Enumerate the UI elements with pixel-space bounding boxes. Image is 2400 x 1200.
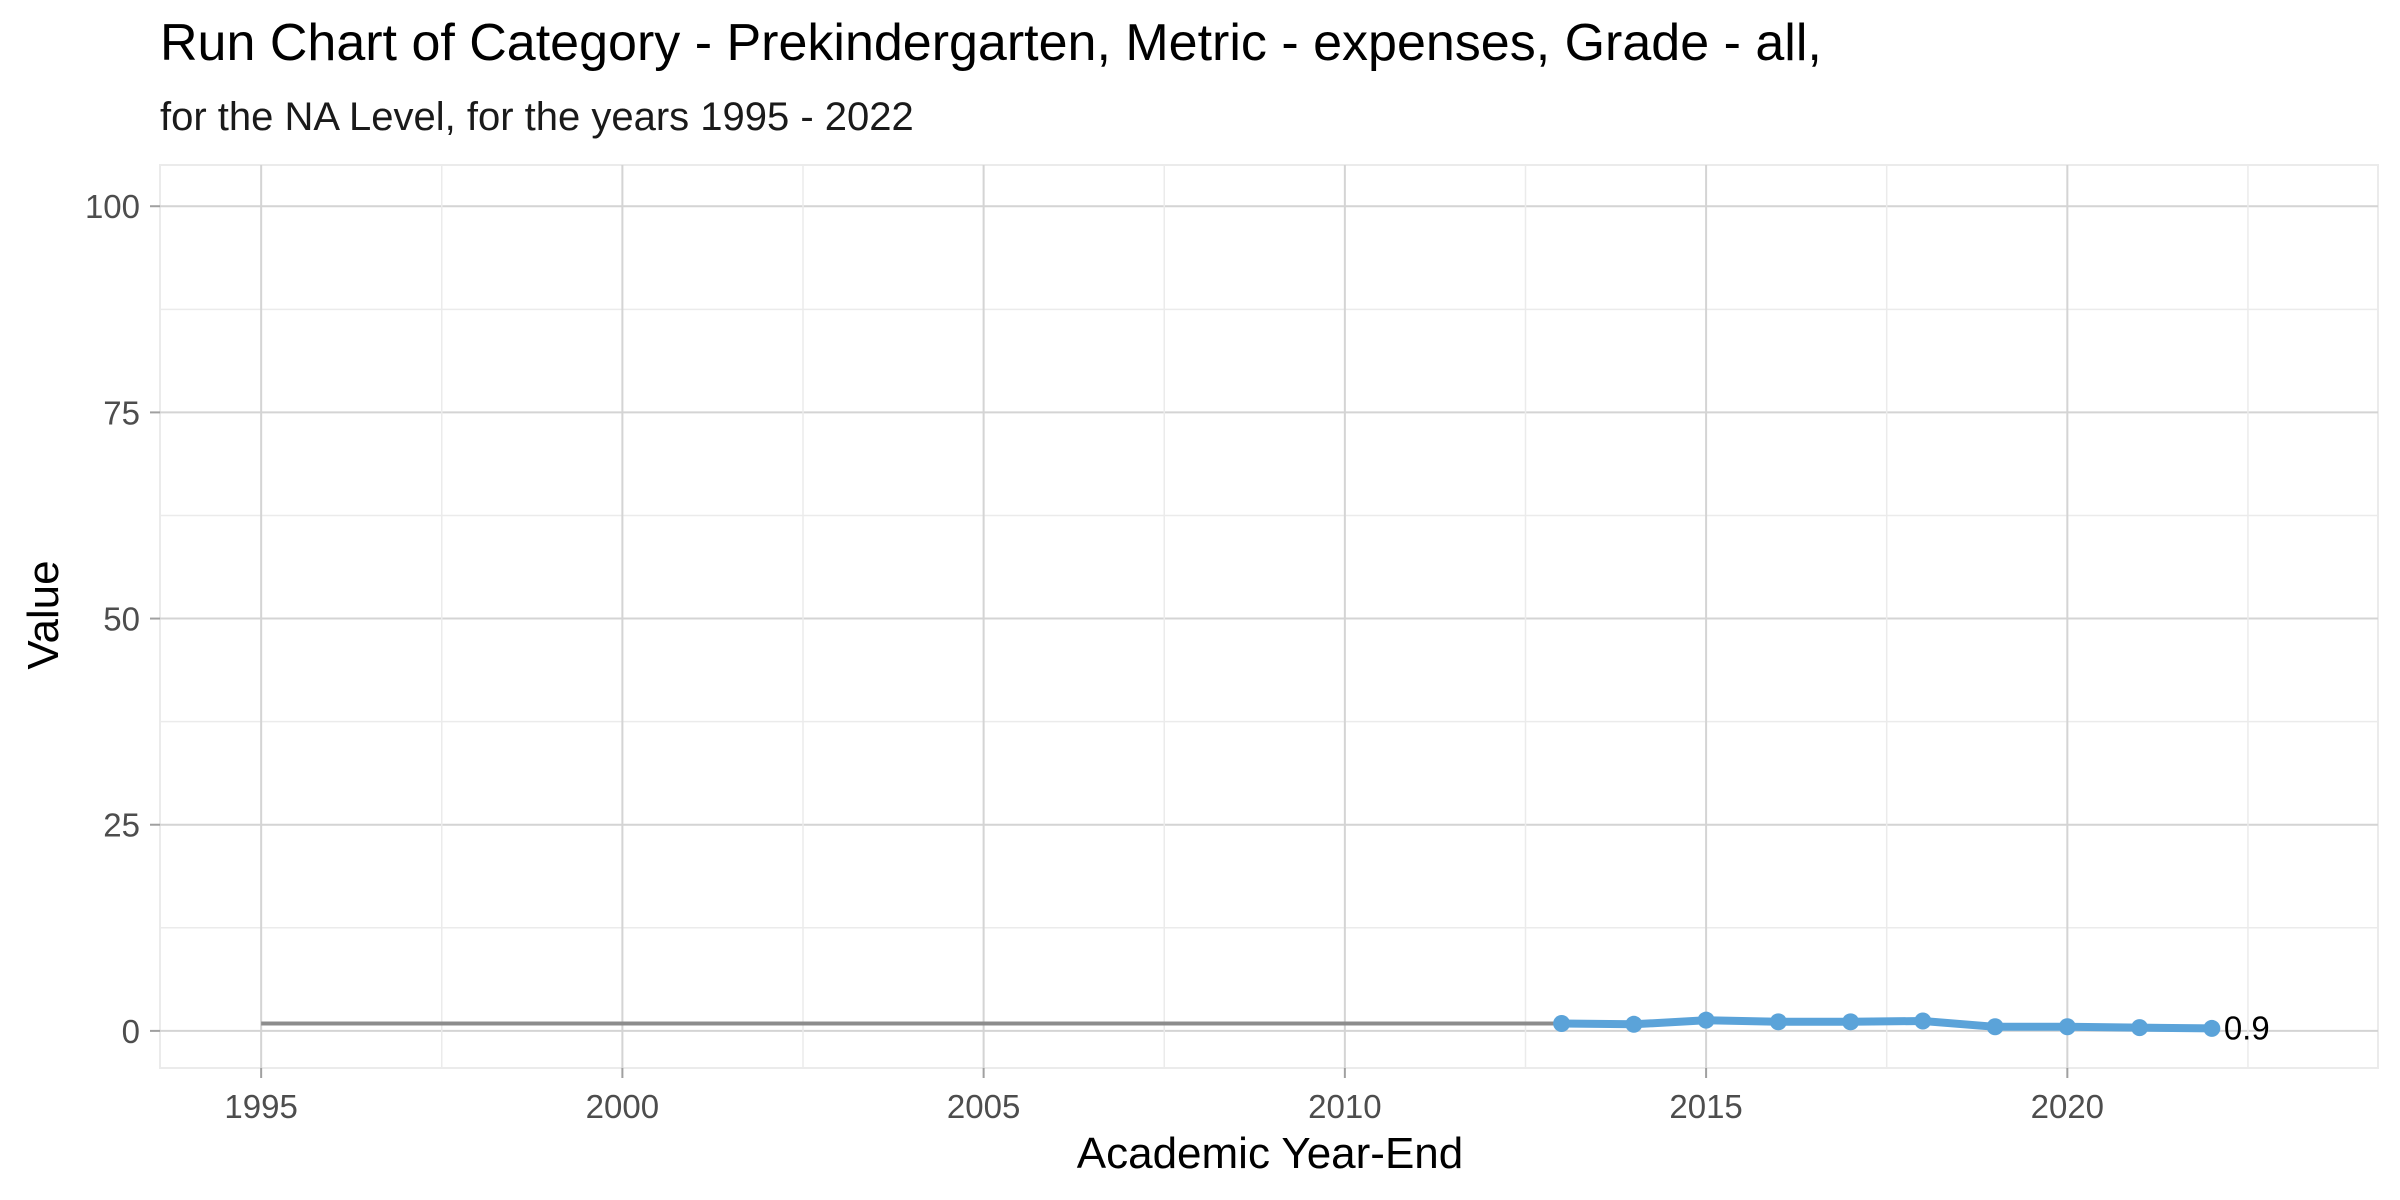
chart-title: Run Chart of Category - Prekindergarten,… [160, 14, 1822, 72]
y-tick-label: 75 [103, 394, 140, 431]
series-line [1557, 1016, 2216, 1033]
y-tick-label: 50 [103, 601, 140, 638]
series-point [1697, 1011, 1715, 1029]
panel-border [159, 164, 2379, 1069]
x-tick-label: 2015 [1669, 1088, 1742, 1125]
y-tick-label: 100 [85, 188, 140, 225]
x-tick-label: 2020 [2031, 1088, 2104, 1125]
plot-panel: 0 25 50 75 100 1995 2000 2005 2010 2015 2020 [85, 164, 2379, 1125]
series-point [2058, 1018, 2076, 1036]
series-point [1842, 1013, 1860, 1031]
series-point [1986, 1018, 2004, 1036]
y-axis-title: Value [19, 560, 68, 669]
series-point [1914, 1012, 1932, 1030]
x-tick-labels: 1995 2000 2005 2010 2015 2020 [224, 1088, 2104, 1125]
x-tick-label: 2010 [1308, 1088, 1381, 1125]
series-layer [1553, 1011, 2221, 1037]
series-point [1553, 1014, 1571, 1032]
x-axis-title: Academic Year-End [1077, 1129, 1463, 1178]
x-tick-label: 2005 [947, 1088, 1020, 1125]
x-tick-label: 2000 [586, 1088, 659, 1125]
y-tick-label: 25 [103, 807, 140, 844]
y-tick-labels: 0 25 50 75 100 [85, 188, 140, 1050]
gridlines [150, 164, 2379, 1078]
series-point [2131, 1019, 2149, 1037]
y-tick-label: 0 [122, 1013, 140, 1050]
end-value-label: 0.9 [2224, 1009, 2270, 1046]
chart-subtitle: for the NA Level, for the years 1995 - 2… [160, 95, 914, 139]
series-point [1769, 1013, 1787, 1031]
x-tick-label: 1995 [224, 1088, 297, 1125]
series-point [1625, 1015, 1643, 1033]
series-point [2203, 1019, 2221, 1037]
